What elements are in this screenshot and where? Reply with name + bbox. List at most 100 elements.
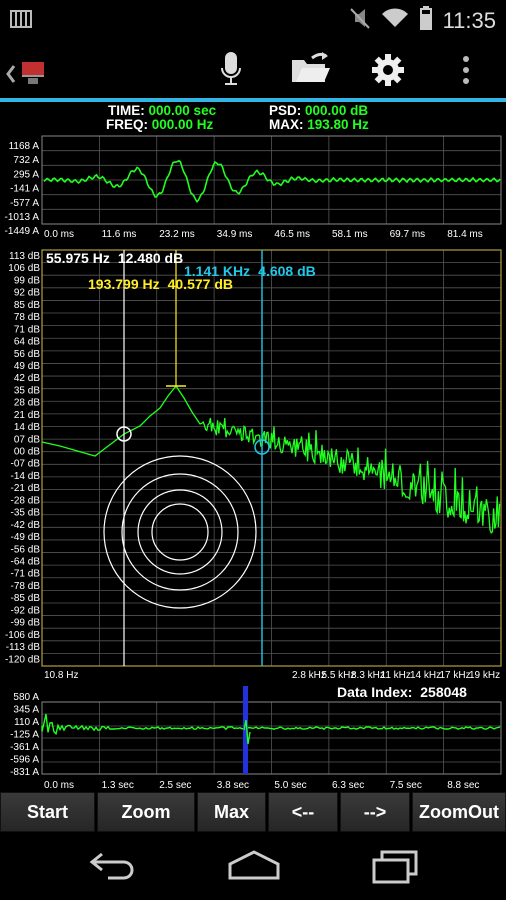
- spectrum-y-label-9: 49 dB: [14, 361, 40, 372]
- cursor-cyan-readout: 1.141 KHz 4.608 dB: [184, 263, 316, 279]
- cursor-right-button[interactable]: -->: [340, 792, 410, 832]
- timeline-x-label-4: 5.0 sec: [274, 780, 306, 791]
- time-label: TIME:: [108, 103, 145, 118]
- app-logo-back-button[interactable]: [4, 54, 52, 99]
- spectrum-y-label-7: 64 dB: [14, 337, 40, 348]
- time-value: 000.00 sec: [149, 103, 217, 118]
- spectrum-x-label-3: 11 kHz: [381, 670, 411, 681]
- spectrum-y-label-24: -56 dB: [11, 544, 41, 555]
- spectrum-y-label-20: -28 dB: [11, 495, 41, 506]
- waveform-x-label-7: 81.4 ms: [447, 229, 483, 240]
- waveform-x-label-1: 11.6 ms: [102, 229, 137, 240]
- zoom-gesture-circles: [104, 456, 256, 608]
- spectrum-y-label-15: 07 dB: [14, 434, 40, 445]
- spectrum-y-label-6: 71 dB: [14, 324, 40, 335]
- overflow-menu-icon[interactable]: [460, 55, 472, 90]
- spectrum-y-label-3: 92 dB: [14, 288, 40, 299]
- spectrum-y-label-29: -92 dB: [11, 605, 41, 616]
- home-icon[interactable]: [226, 848, 282, 889]
- recent-apps-icon[interactable]: [370, 848, 422, 889]
- microphone-icon[interactable]: [219, 50, 243, 95]
- waveform-x-label-3: 34.9 ms: [217, 229, 253, 240]
- max-button[interactable]: Max: [197, 792, 266, 832]
- wifi-icon: [381, 7, 409, 34]
- action-bar: [0, 38, 506, 98]
- waveform-y-label-3: -141 A: [10, 184, 39, 195]
- spectrum-x-label-5: 17 kHz: [440, 670, 471, 681]
- waveform-y-label-6: -1449 A: [5, 226, 40, 237]
- timeline-y-label-4: -361 A: [10, 742, 39, 753]
- timeline-y-label-0: 580 A: [13, 692, 39, 703]
- spectrum-y-label-27: -78 dB: [11, 581, 41, 592]
- spectrum-y-label-14: 14 dB: [14, 422, 40, 433]
- timeline-x-label-2: 2.5 sec: [159, 780, 191, 791]
- timeline-y-label-6: -831 A: [10, 767, 39, 778]
- psd-label: PSD:: [269, 103, 301, 118]
- spectrum-y-label-33: -120 dB: [5, 654, 40, 665]
- spectrum-y-label-0: 113 dB: [9, 251, 40, 262]
- spectrum-y-label-5: 78 dB: [14, 312, 40, 323]
- timeline-x-label-3: 3.8 sec: [217, 780, 249, 791]
- spectrum-y-label-10: 42 dB: [14, 373, 40, 384]
- readout-panel: TIME: 000.00 sec FREQ: 000.00 Hz PSD: 00…: [0, 102, 506, 134]
- spectrum-y-label-21: -35 dB: [11, 508, 41, 519]
- waveform-y-label-2: 295 A: [13, 169, 39, 180]
- spectrum-y-label-11: 35 dB: [14, 385, 40, 396]
- timeline-y-label-3: -125 A: [10, 730, 39, 741]
- timeline-x-label-7: 8.8 sec: [447, 780, 479, 791]
- spectrum-trace: [42, 386, 500, 533]
- spectrum-y-label-26: -71 dB: [11, 569, 41, 580]
- waveform-plot[interactable]: 1168 A 732 A 295 A -141 A -577 A -1013 A -1449…: [0, 134, 506, 242]
- spectrum-y-label-19: -21 dB: [11, 483, 41, 494]
- spectrum-y-label-28: -85 dB: [11, 593, 41, 604]
- spectrum-y-label-12: 28 dB: [14, 398, 40, 409]
- spectrum-y-label-16: 00 dB: [14, 447, 40, 458]
- psd-value: 000.00 dB: [305, 103, 368, 118]
- spectrum-plot[interactable]: 113 dB106 dB99 dB 92 dB85 dB78 dB71 dB 64 …: [0, 246, 506, 682]
- timeline-x-label-1: 1.3 sec: [102, 780, 134, 791]
- spectrum-x-label-6: 19 kHz: [469, 670, 500, 681]
- spectrum-y-label-25: -64 dB: [11, 557, 41, 568]
- waveform-x-label-5: 58.1 ms: [332, 229, 368, 240]
- timeline-y-label-2: 110 A: [14, 717, 39, 728]
- timeline-y-label-1: 345 A: [13, 705, 39, 716]
- spectrum-y-label-23: -49 dB: [11, 532, 41, 543]
- timeline-plot[interactable]: 580 A345 A110 A-125 A-361 A-596 A-831 A …: [0, 684, 506, 792]
- waveform-x-label-2: 23.2 ms: [159, 229, 195, 240]
- notification-icon: [10, 9, 32, 34]
- back-icon[interactable]: [88, 848, 138, 889]
- waveform-trace: [44, 161, 500, 202]
- freq-label: FREQ:: [106, 117, 148, 132]
- timeline-y-label-5: -596 A: [10, 755, 39, 766]
- spectrum-y-label-30: -99 dB: [11, 618, 41, 629]
- waveform-y-label-4: -577 A: [10, 198, 39, 209]
- max-value: 193.80 Hz: [307, 117, 369, 132]
- zoom-button[interactable]: Zoom: [97, 792, 195, 832]
- timeline-x-label-5: 6.3 sec: [332, 780, 364, 791]
- spectrum-y-label-17: -07 dB: [11, 459, 41, 470]
- waveform-x-label-4: 46.5 ms: [274, 229, 310, 240]
- navigation-bar: [0, 834, 506, 900]
- zoomout-button[interactable]: ZoomOut: [412, 792, 506, 832]
- spectrum-x-label-left: 10.8 Hz: [44, 670, 78, 681]
- spectrum-y-label-13: 21 dB: [14, 410, 40, 421]
- open-folder-icon[interactable]: [290, 50, 332, 91]
- status-bar: 11:35: [0, 0, 506, 38]
- waveform-y-label-1: 732 A: [13, 155, 39, 166]
- spectrum-y-label-4: 85 dB: [14, 300, 40, 311]
- timeline-trace: [42, 714, 500, 734]
- max-label: MAX:: [269, 117, 304, 132]
- spectrum-y-label-32: -113 dB: [6, 642, 41, 653]
- waveform-x-label-0: 0.0 ms: [44, 229, 74, 240]
- timeline-x-label-6: 7.5 sec: [390, 780, 422, 791]
- settings-gear-icon[interactable]: [370, 52, 406, 93]
- waveform-x-label-6: 69.7 ms: [390, 229, 426, 240]
- cursor-left-button[interactable]: <--: [268, 792, 338, 832]
- spectrum-y-label-31: -106 dB: [5, 630, 40, 641]
- waveform-y-label-0: 1168 A: [9, 141, 40, 152]
- spectrum-y-label-1: 106 dB: [8, 263, 40, 274]
- mute-icon: [349, 6, 371, 35]
- spectrum-y-label-22: -42 dB: [11, 520, 41, 531]
- spectrum-y-label-18: -14 dB: [11, 471, 41, 482]
- start-button[interactable]: Start: [0, 792, 95, 832]
